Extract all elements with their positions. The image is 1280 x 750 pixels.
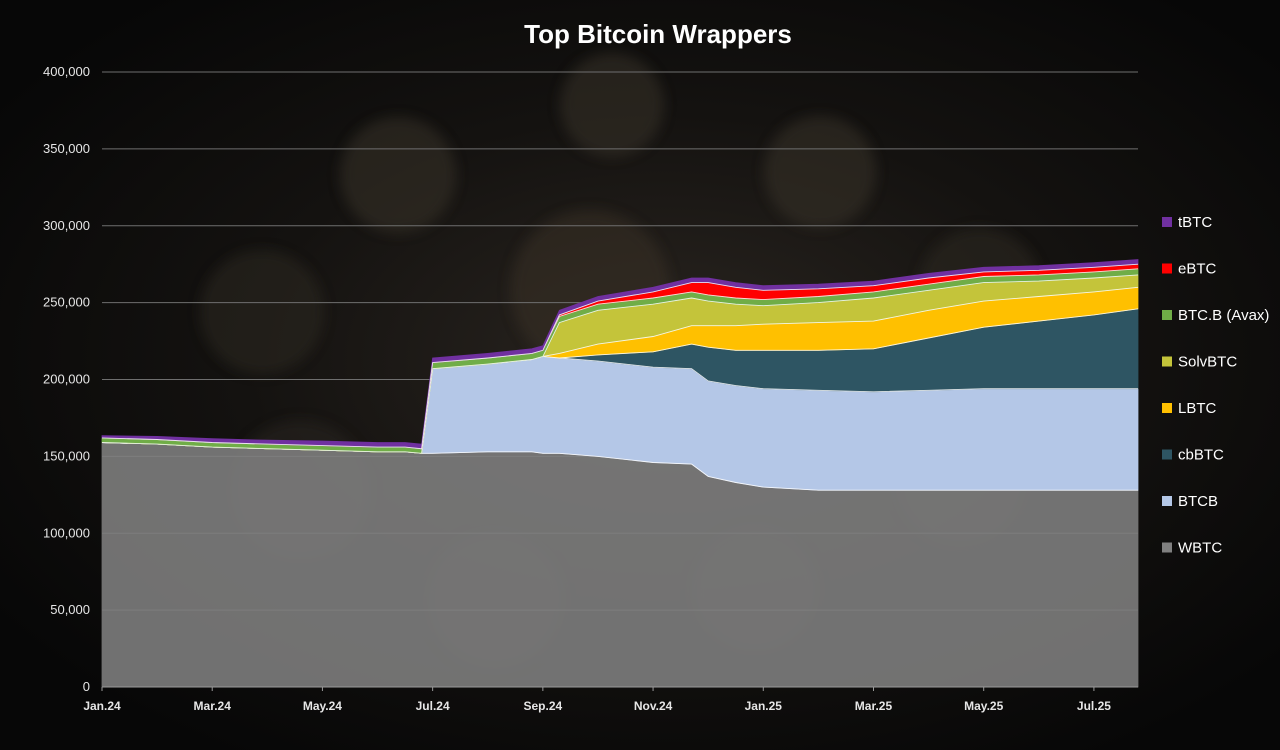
x-tick-label: Mar.24 <box>194 699 232 713</box>
y-axis: 0 50,000 100,000 150,000 200,000 250,000 300,0… <box>43 64 90 694</box>
legend-label: BTCB <box>1178 493 1218 510</box>
legend-swatch <box>1162 263 1172 274</box>
area-edge-tbtc <box>101 263 1139 450</box>
y-tick-label: 100,000 <box>43 525 90 540</box>
y-tick-label: 300,000 <box>43 218 90 233</box>
y-tick-label: 150,000 <box>43 448 90 463</box>
legend-swatch <box>1162 217 1172 227</box>
y-tick-label: 200,000 <box>43 372 90 387</box>
x-axis: Jan.24 Mar.24 May.24 Jul.24 Sep.24 Nov.24 Jan.… <box>83 687 1111 713</box>
x-tick-label: May.24 <box>303 699 342 713</box>
legend-swatch <box>1162 496 1172 506</box>
x-tick-label: May.25 <box>964 699 1003 713</box>
y-tick-label: 0 <box>83 679 90 694</box>
legend-swatch <box>1162 449 1172 460</box>
x-tick-label: Jan.24 <box>83 699 121 713</box>
legend-swatch <box>1162 310 1172 320</box>
x-tick-label: Jan.25 <box>745 699 783 713</box>
legend-label: tBTC <box>1178 214 1212 231</box>
y-tick-label: 350,000 <box>43 141 90 156</box>
chart-title: Top Bitcoin Wrappers <box>524 19 792 49</box>
x-tick-label: Nov.24 <box>634 699 673 713</box>
legend-label: SolvBTC <box>1178 354 1237 371</box>
legend-label: eBTC <box>1178 261 1217 278</box>
area-edge-btc-b-avax <box>101 274 1139 454</box>
legend-label: LBTC <box>1178 400 1217 417</box>
legend-swatch <box>1162 356 1172 367</box>
legend-label: WBTC <box>1178 540 1222 557</box>
legend-swatch <box>1162 403 1172 413</box>
x-tick-label: Mar.25 <box>855 699 893 713</box>
y-tick-label: 400,000 <box>43 64 90 79</box>
legend-label: BTC.B (Avax) <box>1178 307 1269 324</box>
area-series <box>101 259 1139 688</box>
y-tick-label: 50,000 <box>50 602 90 617</box>
legend-label: cbBTC <box>1178 447 1224 464</box>
x-tick-label: Jul.25 <box>1077 699 1111 713</box>
x-tick-label: Jul.24 <box>416 699 450 713</box>
legend: tBTC eBTC BTC.B (Avax) SolvBTC LBTC cbBTC BTCB… <box>1162 214 1269 557</box>
legend-swatch <box>1162 542 1172 553</box>
y-tick-label: 250,000 <box>43 295 90 310</box>
x-tick-label: Sep.24 <box>523 699 562 713</box>
